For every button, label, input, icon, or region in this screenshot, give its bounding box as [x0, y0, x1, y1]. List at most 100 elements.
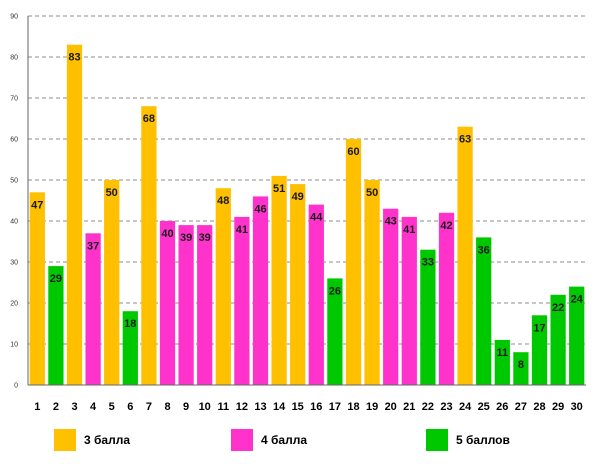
bar	[85, 233, 101, 385]
y-tick-label: 30	[10, 260, 18, 267]
data-label: 37	[87, 240, 99, 252]
bar	[308, 204, 324, 385]
bar	[122, 311, 138, 385]
x-tick-label: 7	[146, 401, 152, 413]
x-tick-label: 5	[109, 401, 115, 413]
x-tick-label: 16	[310, 401, 322, 413]
y-tick-label: 40	[10, 219, 18, 226]
data-label: 40	[161, 228, 173, 240]
data-label: 36	[478, 244, 490, 256]
x-tick-label: 29	[552, 401, 564, 413]
y-tick-label: 0	[14, 383, 18, 390]
x-tick-label: 1	[34, 401, 40, 413]
x-tick-label: 18	[347, 401, 359, 413]
data-label: 50	[366, 187, 378, 199]
legend-item-s5: 5 баллов	[426, 428, 510, 452]
bar	[252, 196, 269, 385]
y-tick-label: 10	[10, 342, 18, 349]
x-tick-label: 20	[385, 401, 397, 413]
data-label: 33	[422, 257, 434, 269]
bar	[234, 216, 250, 385]
x-tick-label: 27	[515, 401, 527, 413]
x-tick-label: 8	[164, 401, 170, 413]
x-tick-label: 13	[254, 401, 266, 413]
x-tick-label: 30	[571, 401, 583, 413]
x-tick-label: 3	[71, 401, 77, 413]
x-tick-label: 2	[53, 401, 59, 413]
data-label: 22	[552, 302, 564, 314]
data-label: 42	[440, 220, 452, 232]
bar	[215, 188, 231, 385]
data-labels: 47 29 83 37 50 18 68 40 39 39 48 41 46 51 49 44 26 60 50 43…	[31, 52, 584, 372]
y-axis: 0 10 20 30 40 50 60 70 80 90	[10, 14, 29, 390]
bar	[494, 339, 510, 385]
bar	[383, 208, 399, 385]
bar	[513, 352, 529, 385]
data-label: 39	[180, 232, 192, 244]
x-axis: 1 2 3 4 5 6 7 8 9 10 11 12 13 14 15 16 17 18 19 20 21 22 23 24 2…	[28, 384, 586, 413]
bar	[48, 266, 64, 385]
data-label: 68	[143, 113, 155, 125]
data-label: 47	[31, 199, 43, 211]
data-label: 48	[217, 195, 229, 207]
bar	[476, 237, 492, 385]
data-label: 11	[496, 347, 508, 359]
x-tick-label: 24	[459, 401, 472, 413]
data-label: 17	[533, 322, 545, 334]
bar	[66, 44, 83, 385]
bar	[457, 126, 473, 385]
data-label: 63	[459, 134, 471, 146]
legend-label-s4: 4 балла	[261, 433, 308, 447]
bar	[531, 315, 548, 385]
legend-swatch-s3	[54, 429, 76, 451]
legend-item-s4: 4 балла	[231, 428, 307, 452]
bar	[197, 225, 213, 385]
x-tick-label: 14	[273, 401, 286, 413]
bar	[271, 175, 287, 385]
data-label: 60	[347, 146, 359, 158]
x-tick-label: 17	[329, 401, 341, 413]
bar	[327, 278, 343, 385]
x-tick-label: 10	[199, 401, 211, 413]
x-tick-label: 26	[496, 401, 508, 413]
x-tick-label: 6	[127, 401, 133, 413]
x-tick-label: 4	[90, 401, 97, 413]
x-tick-label: 22	[422, 401, 434, 413]
x-tick-label: 12	[236, 401, 248, 413]
x-tick-label: 9	[183, 401, 189, 413]
bar	[178, 225, 194, 385]
data-label: 46	[254, 203, 266, 215]
legend-label-s3: 3 балла	[84, 433, 131, 447]
bar	[420, 249, 436, 385]
data-label: 41	[236, 224, 248, 236]
x-tick-label: 21	[403, 401, 415, 413]
x-tick-label: 23	[440, 401, 452, 413]
gridlines	[28, 15, 586, 345]
bar	[290, 184, 306, 385]
bar	[569, 286, 585, 385]
data-label: 83	[68, 52, 80, 64]
y-tick-label: 90	[10, 14, 18, 21]
data-label: 8	[518, 359, 524, 371]
y-tick-label: 50	[10, 178, 18, 185]
bar	[401, 216, 417, 385]
legend-item-s3: 3 балла	[54, 428, 130, 452]
x-tick-label: 28	[533, 401, 545, 413]
x-tick-label: 25	[478, 401, 490, 413]
legend-swatch-s4	[231, 429, 253, 451]
data-label: 43	[385, 216, 397, 228]
y-tick-label: 60	[10, 137, 18, 144]
x-tick-label: 11	[217, 401, 229, 413]
bar	[438, 212, 455, 385]
y-tick-label: 20	[10, 301, 18, 308]
bar	[550, 294, 566, 385]
data-label: 50	[106, 187, 118, 199]
bar	[364, 180, 380, 385]
data-label: 39	[199, 232, 211, 244]
data-label: 26	[329, 285, 341, 297]
data-label: 29	[50, 273, 62, 285]
data-label: 24	[571, 294, 584, 306]
x-tick-label: 15	[292, 401, 304, 413]
x-tick-label: 19	[366, 401, 378, 413]
